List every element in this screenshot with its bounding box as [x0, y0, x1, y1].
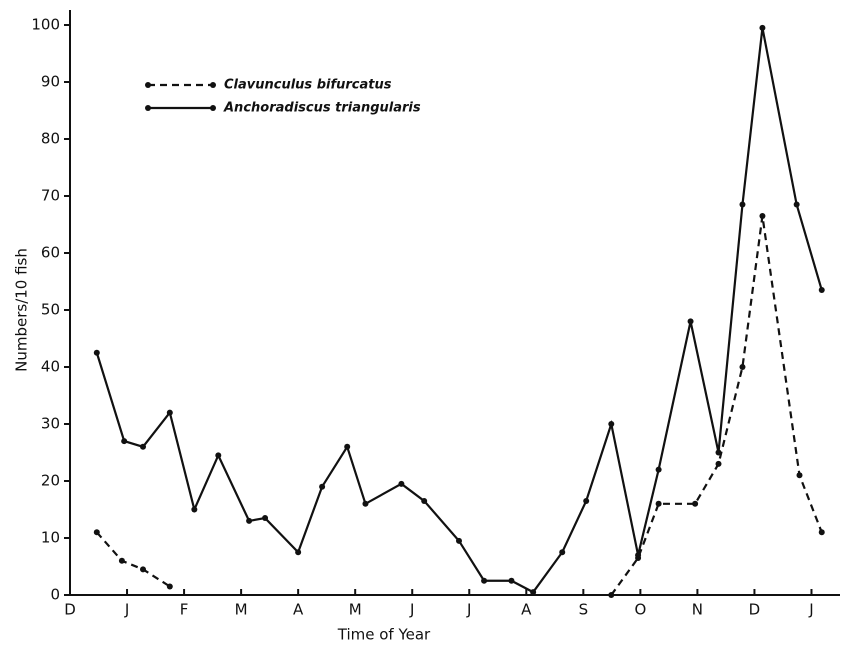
data-point	[608, 421, 615, 427]
x-tick-label: J	[808, 601, 813, 619]
data-point	[319, 483, 326, 490]
y-tick-label: 80	[41, 130, 60, 148]
data-point	[635, 552, 642, 559]
data-point	[166, 583, 173, 590]
data-point	[583, 497, 590, 504]
x-tick-label: M	[349, 601, 362, 619]
x-tick-label: O	[634, 601, 646, 619]
data-point	[759, 24, 766, 31]
data-point	[655, 466, 662, 473]
data-point	[530, 589, 537, 596]
data-point	[191, 506, 198, 513]
data-point	[796, 472, 803, 479]
data-point	[398, 480, 405, 487]
legend-marker	[145, 105, 151, 111]
data-point	[508, 577, 515, 584]
data-point	[121, 438, 128, 445]
series-line	[95, 27, 823, 594]
data-point	[655, 500, 662, 507]
legend-marker	[210, 82, 216, 88]
data-point	[421, 497, 428, 504]
data-point	[739, 364, 746, 370]
y-tick-label: 40	[41, 358, 60, 376]
data-point	[687, 318, 694, 325]
x-axis-title: Time of Year	[337, 626, 431, 644]
y-tick-label: 0	[50, 586, 60, 604]
x-tick-label: J	[124, 601, 129, 619]
data-point	[608, 592, 615, 598]
x-tick-label: A	[293, 601, 304, 619]
data-point	[481, 577, 488, 584]
y-tick-label: 20	[41, 472, 60, 490]
data-point	[759, 212, 766, 219]
x-tick-label: D	[64, 601, 76, 619]
data-point	[140, 443, 147, 450]
data-point	[93, 529, 100, 536]
data-point	[166, 409, 173, 416]
x-tick-label: N	[692, 601, 703, 619]
data-point	[818, 287, 825, 294]
x-tick-label: J	[409, 601, 414, 619]
x-tick-label: A	[521, 601, 532, 619]
data-point	[215, 452, 222, 459]
y-tick-label: 10	[41, 529, 60, 547]
legend-text: Clavunculus bifurcatus	[224, 78, 392, 93]
data-point	[344, 443, 351, 450]
data-point	[692, 500, 699, 507]
data-point	[818, 529, 825, 536]
data-point	[455, 537, 462, 544]
data-point	[246, 517, 253, 524]
data-point	[739, 201, 746, 208]
data-point	[140, 566, 147, 573]
legend-marker	[210, 105, 216, 111]
data-point	[262, 515, 269, 522]
y-tick-label: 60	[41, 244, 60, 262]
x-tick-label: J	[466, 601, 471, 619]
y-tick-label: 50	[41, 301, 60, 319]
data-point	[295, 549, 302, 556]
y-tick-label: 30	[41, 415, 60, 433]
legend-text: Anchoradiscus triangularis	[223, 101, 421, 116]
x-tick-label: M	[235, 601, 248, 619]
data-point	[793, 201, 800, 208]
data-point	[715, 449, 722, 456]
y-axis-title: Numbers/10 fish	[13, 248, 31, 372]
data-point	[118, 557, 125, 564]
data-point	[559, 549, 566, 556]
legend-marker	[145, 82, 151, 88]
x-tick-label: F	[180, 601, 189, 619]
y-tick-label: 100	[31, 16, 60, 34]
y-tick-label: 90	[41, 73, 60, 91]
data-point	[715, 460, 722, 467]
y-tick-label: 70	[41, 187, 60, 205]
data-point	[93, 349, 100, 356]
x-tick-label: D	[749, 601, 761, 619]
data-point	[362, 500, 369, 507]
x-tick-label: S	[579, 601, 589, 619]
